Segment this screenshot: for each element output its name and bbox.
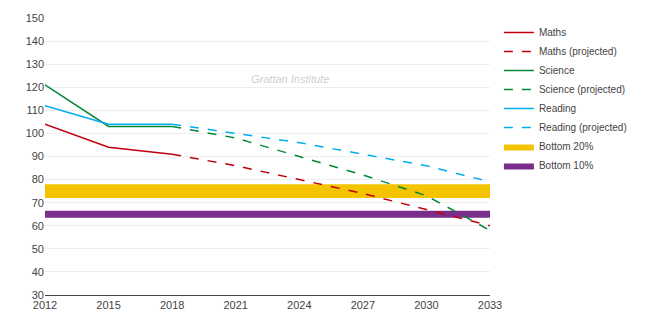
svg-text:2027: 2027 <box>351 299 375 311</box>
svg-text:2024: 2024 <box>287 299 311 311</box>
svg-text:Maths: Maths <box>539 27 566 38</box>
svg-text:120: 120 <box>26 81 44 93</box>
svg-text:100: 100 <box>26 127 44 139</box>
svg-text:2033: 2033 <box>478 299 502 311</box>
svg-text:40: 40 <box>32 266 44 278</box>
svg-text:150: 150 <box>26 12 44 24</box>
svg-text:Science (projected): Science (projected) <box>539 84 625 95</box>
svg-text:2021: 2021 <box>223 299 247 311</box>
svg-text:50: 50 <box>32 243 44 255</box>
svg-text:Maths (projected): Maths (projected) <box>539 46 617 57</box>
svg-text:80: 80 <box>32 173 44 185</box>
svg-text:Grattan Institute: Grattan Institute <box>251 73 329 85</box>
svg-text:2015: 2015 <box>96 299 120 311</box>
svg-text:90: 90 <box>32 150 44 162</box>
svg-text:Science: Science <box>539 65 575 76</box>
svg-text:30: 30 <box>32 289 44 301</box>
svg-text:2018: 2018 <box>160 299 184 311</box>
svg-text:60: 60 <box>32 220 44 232</box>
svg-text:2012: 2012 <box>33 299 57 311</box>
svg-text:140: 140 <box>26 35 44 47</box>
svg-text:2030: 2030 <box>414 299 438 311</box>
svg-text:130: 130 <box>26 58 44 70</box>
svg-text:Reading (projected): Reading (projected) <box>539 122 627 133</box>
svg-text:70: 70 <box>32 197 44 209</box>
svg-text:Bottom 20%: Bottom 20% <box>539 141 594 152</box>
svg-text:110: 110 <box>26 104 44 116</box>
svg-text:Bottom 10%: Bottom 10% <box>539 160 594 171</box>
svg-text:Reading: Reading <box>539 103 576 114</box>
